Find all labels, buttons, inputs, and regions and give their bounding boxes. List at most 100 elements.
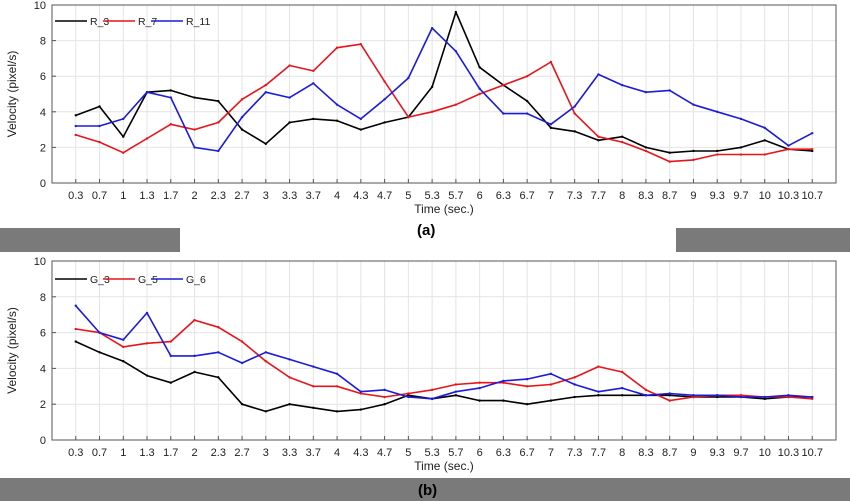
data-point (98, 124, 101, 128)
data-point (716, 395, 719, 399)
data-point (692, 103, 695, 106)
x-tick-label: 10.7 (802, 447, 823, 459)
x-tick-label: 8.3 (638, 190, 653, 202)
x-tick-label: 9.3 (710, 190, 725, 202)
data-point (644, 146, 648, 149)
data-point (359, 128, 363, 131)
data-point (98, 105, 101, 108)
data-point (525, 112, 529, 115)
data-point (217, 149, 220, 153)
data-point (668, 392, 671, 395)
data-point (739, 117, 743, 121)
data-point (383, 98, 386, 101)
data-point (264, 91, 268, 94)
data-point (502, 112, 505, 115)
data-point (454, 10, 458, 14)
data-point (620, 394, 624, 397)
x-tick-label: 8.7 (662, 447, 677, 459)
x-tick-label: 9.7 (733, 447, 748, 459)
data-point (217, 326, 220, 329)
data-point (359, 408, 363, 411)
data-point (549, 399, 553, 402)
x-tick-label: 6 (477, 447, 483, 459)
data-point (288, 376, 291, 379)
data-point (549, 60, 553, 64)
data-point (145, 91, 149, 94)
data-point (811, 397, 814, 401)
data-point (739, 146, 743, 149)
series-r-11 (74, 26, 814, 153)
data-point (312, 82, 315, 85)
data-point (193, 146, 196, 149)
data-point (716, 110, 719, 114)
plot-frame (51, 4, 837, 184)
data-point (454, 50, 458, 53)
data-point (74, 340, 77, 343)
data-point (597, 135, 600, 138)
data-point (430, 110, 434, 114)
legend: R_3 R_7 R_11 (55, 16, 210, 28)
data-point (169, 89, 172, 92)
data-point (573, 130, 576, 133)
x-tick-label: 0.7 (92, 190, 107, 202)
data-point (169, 123, 172, 126)
data-point (74, 327, 77, 331)
data-point (692, 394, 695, 397)
data-point (407, 394, 410, 397)
data-point (122, 360, 125, 363)
data-point (407, 76, 410, 80)
y-tick-label: 2 (40, 399, 46, 411)
x-tick-label: 4.3 (353, 190, 368, 202)
series-line (75, 319, 813, 402)
data-point (122, 151, 125, 154)
data-point (312, 69, 315, 73)
data-point (169, 340, 172, 343)
chart-panel-a: 0 2 4 6 8 10 0.3 0.7 1 1.3 1.7 2 2.3 2.7 3 3.3 3.7 4 4.3 4.… (5, 0, 837, 216)
x-tick-label: 10.3 (778, 190, 799, 202)
data-point (335, 103, 339, 106)
x-tick-label: 2 (191, 190, 197, 202)
data-point (383, 395, 386, 399)
data-point (644, 91, 648, 94)
x-tick-label: 5.3 (424, 447, 439, 459)
data-point (193, 128, 196, 131)
data-point (335, 119, 339, 122)
x-tick-label: 7 (548, 447, 554, 459)
data-point (264, 410, 268, 413)
data-point (549, 126, 553, 130)
x-tick-label: 6.7 (520, 190, 535, 202)
data-point (98, 331, 101, 334)
data-point (454, 103, 458, 106)
data-point (430, 26, 434, 30)
data-point (240, 98, 244, 101)
data-point (644, 149, 648, 153)
data-point (74, 114, 77, 117)
legend-entry: R_3 (90, 16, 109, 28)
data-point (620, 386, 624, 390)
data-point (359, 42, 363, 46)
data-point (407, 395, 410, 399)
x-tick-label: 8.3 (638, 447, 653, 459)
legend-entry: G_3 (90, 274, 110, 286)
data-point (74, 133, 77, 137)
x-tick-label: 6 (477, 190, 483, 202)
data-point (217, 99, 220, 103)
data-point (240, 340, 244, 343)
data-point (383, 403, 386, 406)
y-tick-label: 2 (40, 142, 46, 154)
data-point (668, 151, 671, 154)
data-point (525, 99, 529, 103)
series-r-7 (74, 42, 814, 163)
data-point (240, 361, 244, 365)
legend-entry: R_11 (186, 16, 210, 28)
data-point (122, 338, 125, 341)
data-point (716, 153, 719, 156)
data-point (763, 126, 766, 130)
x-tick-label: 2 (191, 447, 197, 459)
x-tick-label: 7.3 (567, 190, 582, 202)
panel-label-a: (a) (417, 222, 436, 239)
data-point (383, 80, 386, 83)
data-point (739, 153, 743, 156)
data-point (502, 379, 505, 383)
data-point (573, 112, 576, 115)
